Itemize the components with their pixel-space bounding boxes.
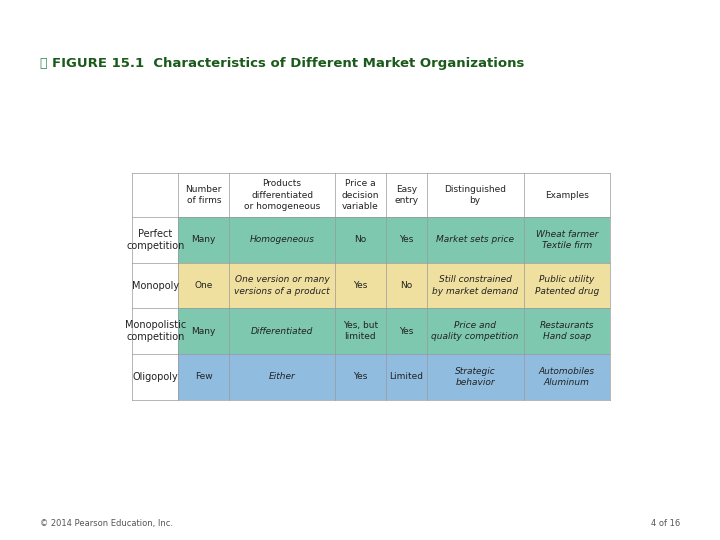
Text: Homogeneous: Homogeneous — [250, 235, 315, 245]
Polygon shape — [230, 308, 335, 354]
Text: Market sets price: Market sets price — [436, 235, 514, 245]
Text: Products
differentiated
or homogeneous: Products differentiated or homogeneous — [244, 179, 320, 211]
Text: One: One — [194, 281, 213, 290]
Polygon shape — [523, 262, 610, 308]
Text: One version or many
versions of a product: One version or many versions of a produc… — [234, 275, 330, 295]
Polygon shape — [335, 262, 386, 308]
Text: Yes: Yes — [399, 235, 413, 245]
Polygon shape — [386, 217, 426, 262]
Text: Price a
decision
variable: Price a decision variable — [341, 179, 379, 211]
Polygon shape — [335, 308, 386, 354]
Polygon shape — [386, 308, 426, 354]
Text: Strategic
behavior: Strategic behavior — [455, 367, 495, 387]
Text: Price and
quality competition: Price and quality competition — [431, 321, 519, 341]
Polygon shape — [178, 308, 230, 354]
Polygon shape — [426, 217, 523, 262]
Text: Easy
entry: Easy entry — [394, 185, 418, 205]
Polygon shape — [523, 308, 610, 354]
Text: Many: Many — [192, 327, 216, 336]
Polygon shape — [386, 173, 426, 217]
Text: Public utility
Patented drug: Public utility Patented drug — [535, 275, 599, 295]
Polygon shape — [178, 262, 230, 308]
Text: Yes: Yes — [399, 327, 413, 336]
Polygon shape — [178, 354, 230, 400]
Polygon shape — [386, 262, 426, 308]
Text: Distinguished
by: Distinguished by — [444, 185, 506, 205]
Polygon shape — [426, 262, 523, 308]
Polygon shape — [523, 354, 610, 400]
Text: Few: Few — [195, 372, 212, 381]
Text: ⓘ: ⓘ — [40, 57, 47, 70]
Polygon shape — [523, 217, 610, 262]
Text: Still constrained
by market demand: Still constrained by market demand — [432, 275, 518, 295]
Polygon shape — [426, 173, 523, 217]
Polygon shape — [178, 173, 230, 217]
Polygon shape — [386, 354, 426, 400]
Text: Yes, but
limited: Yes, but limited — [343, 321, 378, 341]
Text: Examples: Examples — [545, 191, 589, 199]
Text: Monopolistic
competition: Monopolistic competition — [125, 320, 186, 342]
Text: Automobiles
Aluminum: Automobiles Aluminum — [539, 367, 595, 387]
Text: Differentiated: Differentiated — [251, 327, 313, 336]
Text: Oligopoly: Oligopoly — [132, 372, 178, 382]
Polygon shape — [335, 217, 386, 262]
Polygon shape — [178, 217, 230, 262]
Polygon shape — [426, 354, 523, 400]
Polygon shape — [426, 308, 523, 354]
Text: Yes: Yes — [354, 372, 367, 381]
Text: No: No — [354, 235, 366, 245]
Polygon shape — [230, 173, 335, 217]
Text: Either: Either — [269, 372, 295, 381]
Text: © 2014 Pearson Education, Inc.: © 2014 Pearson Education, Inc. — [40, 519, 173, 528]
Text: Monopoly: Monopoly — [132, 280, 179, 291]
Text: Wheat farmer
Textile firm: Wheat farmer Textile firm — [536, 230, 598, 250]
Text: Many: Many — [192, 235, 216, 245]
Text: Perfect
competition: Perfect competition — [126, 229, 184, 251]
Text: FIGURE 15.1  Characteristics of Different Market Organizations: FIGURE 15.1 Characteristics of Different… — [52, 57, 524, 70]
Polygon shape — [523, 173, 610, 217]
Text: No: No — [400, 281, 413, 290]
Text: Number
of firms: Number of firms — [186, 185, 222, 205]
Text: 4 of 16: 4 of 16 — [651, 519, 680, 528]
Text: Yes: Yes — [354, 281, 367, 290]
Polygon shape — [335, 173, 386, 217]
Text: Restaurants
Hand soap: Restaurants Hand soap — [539, 321, 594, 341]
Polygon shape — [335, 354, 386, 400]
Polygon shape — [230, 262, 335, 308]
Polygon shape — [230, 217, 335, 262]
Polygon shape — [230, 354, 335, 400]
Text: Limited: Limited — [390, 372, 423, 381]
